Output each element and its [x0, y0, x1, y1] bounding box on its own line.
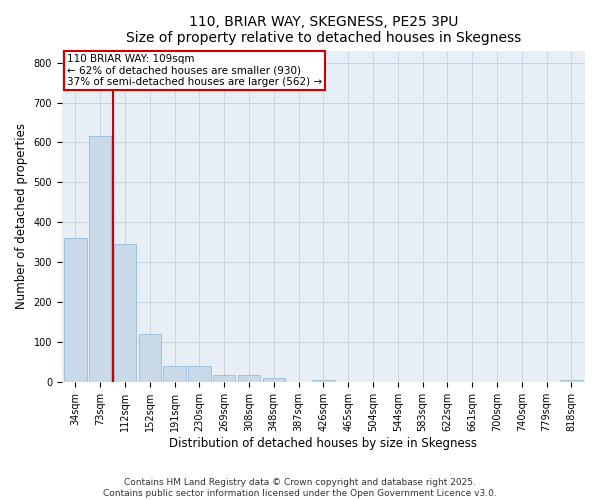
Title: 110, BRIAR WAY, SKEGNESS, PE25 3PU
Size of property relative to detached houses : 110, BRIAR WAY, SKEGNESS, PE25 3PU Size … — [126, 15, 521, 45]
Bar — [188, 366, 211, 382]
Bar — [64, 238, 86, 382]
Bar — [312, 380, 335, 382]
Y-axis label: Number of detached properties: Number of detached properties — [15, 124, 28, 310]
Bar — [139, 334, 161, 382]
Text: 110 BRIAR WAY: 109sqm
← 62% of detached houses are smaller (930)
37% of semi-det: 110 BRIAR WAY: 109sqm ← 62% of detached … — [67, 54, 322, 87]
Bar — [114, 244, 136, 382]
Text: Contains HM Land Registry data © Crown copyright and database right 2025.
Contai: Contains HM Land Registry data © Crown c… — [103, 478, 497, 498]
Bar — [238, 375, 260, 382]
X-axis label: Distribution of detached houses by size in Skegness: Distribution of detached houses by size … — [169, 437, 478, 450]
Bar — [263, 378, 285, 382]
Bar — [163, 366, 186, 382]
Bar — [213, 375, 235, 382]
Bar — [560, 380, 583, 382]
Bar — [89, 136, 112, 382]
